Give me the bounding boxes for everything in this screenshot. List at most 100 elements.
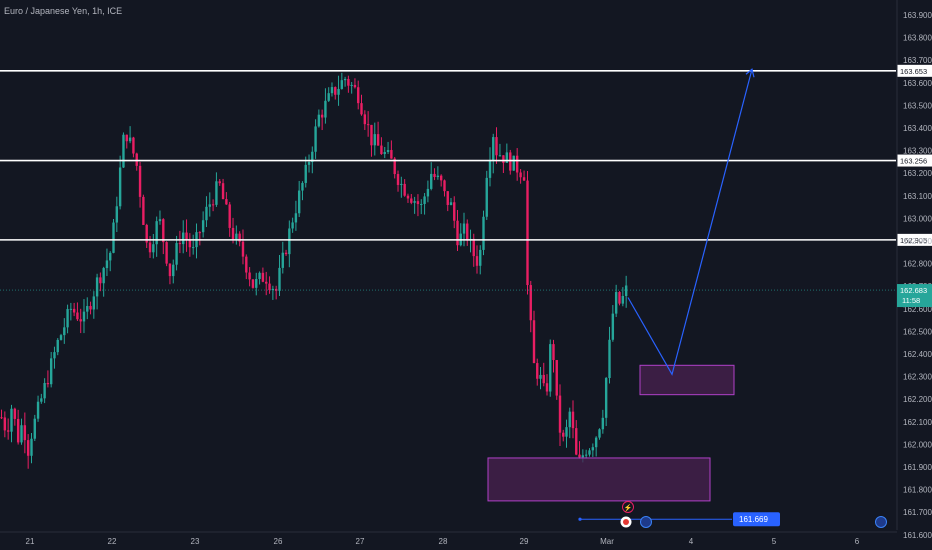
candle-body [611,313,615,340]
candle-body [10,408,13,432]
candle-body [43,382,46,399]
candle-body [231,227,235,240]
level-price-label-bg [897,233,932,246]
candle-body [248,272,251,280]
candle-body [208,204,211,207]
candle-body [522,177,526,181]
candle-body [584,454,588,456]
candle-body [558,395,562,433]
candle-body [410,198,413,203]
candle-body [0,417,3,419]
candle-body [443,180,446,192]
level-price-label-bg [897,64,932,77]
symbol-title: Euro / Japanese Yen, 1h, ICE [4,6,123,16]
candle-body [485,177,488,217]
price-tick-label: 163.800 [903,34,932,43]
price-tick-label: 162.100 [903,418,932,427]
price-tick-label: 162.200 [903,395,932,404]
candle-body [297,190,301,214]
price-tick-label: 162.600 [903,305,932,314]
calendar-event-icon[interactable] [640,516,652,528]
candle-body [340,80,344,89]
candle-body [466,223,469,241]
price-tick-label: 163.600 [903,79,932,88]
candle-body [245,256,248,273]
demand-zone-lower[interactable] [487,457,711,502]
demand-zone-upper[interactable] [639,364,735,396]
candle-body [59,335,63,340]
price-tick-label: 161.900 [903,463,932,472]
candle-body [526,180,529,286]
lightning-icon[interactable] [622,501,634,513]
price-tick-label: 163.900 [903,11,932,20]
candle-body [618,292,621,304]
candle-body [343,78,347,81]
candle-body [135,153,138,166]
candle-body [608,339,611,379]
candle-body [278,267,281,291]
candle-body [82,311,86,322]
economic-event-icon[interactable] [875,516,887,528]
time-tick-label: 22 [108,537,117,546]
candle-body [36,401,40,419]
candle-body [20,425,23,443]
candle-body [591,447,595,451]
candle-body [79,319,82,322]
candle-body [393,158,396,175]
candle-body [390,150,393,159]
time-tick-label: 23 [191,537,200,546]
arrow-head [745,68,755,78]
candle-body [624,285,628,296]
candle-countdown: 11:58 [902,296,920,305]
candle-body [545,383,549,392]
candle-body [162,219,165,243]
candle-body [99,277,102,284]
candle-body [475,256,479,266]
low-price-label: 161.669 [739,515,768,524]
candle-body [449,202,453,205]
price-tick-label: 161.600 [903,531,932,540]
candle-body [588,450,591,455]
price-tick-label: 162.300 [903,373,932,382]
candle-body [258,272,261,280]
time-tick-label: 4 [689,537,694,546]
candle-body [462,223,466,234]
time-tick-label: 29 [520,537,529,546]
time-tick-label: 21 [26,537,35,546]
candle-body [148,242,152,253]
candle-body [261,272,265,282]
candle-body [265,281,268,284]
candle-body [168,263,172,277]
candle-body [95,277,99,297]
candle-body [568,411,571,428]
candle-body [350,84,353,86]
candle-body [13,408,17,419]
candle-body [456,220,459,246]
candle-body [46,382,50,385]
candle-body [145,224,148,243]
candle-body [288,228,291,255]
candle-body [175,243,178,265]
candle-body [430,173,433,189]
candle-body [69,308,73,310]
candle-body [185,232,188,240]
candle-body [201,220,205,233]
candle-body [373,134,376,146]
candle-body [105,260,109,269]
projection-arrow[interactable] [627,69,753,376]
price-tick-label: 163.100 [903,192,932,201]
candle-body [420,203,423,205]
candle-body [621,295,625,304]
candle-body [128,137,132,142]
candle-body [575,428,578,455]
candle-body [347,78,350,86]
candle-body [235,233,238,240]
candle-body [416,201,420,205]
candle-body [519,172,522,178]
candle-body [304,164,307,183]
candle-body [198,232,202,234]
candle-body [76,312,79,320]
